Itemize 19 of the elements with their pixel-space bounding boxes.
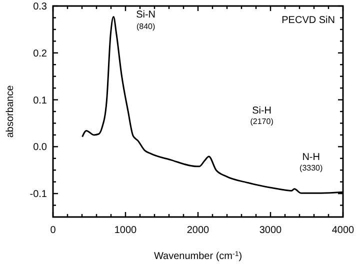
x-tick-label: 4000 bbox=[332, 225, 355, 236]
x-tick-label: 3000 bbox=[259, 225, 282, 236]
x-tick-label: 1000 bbox=[114, 225, 138, 236]
y-tick-label: 0.2 bbox=[33, 48, 48, 60]
annotation: Si-H bbox=[252, 106, 272, 117]
x-tick-label: 0 bbox=[50, 225, 56, 236]
x-axis-title: Wavenumber (cm$^{-1}$) bbox=[154, 250, 242, 262]
y-tick-label: 0.1 bbox=[33, 95, 48, 106]
x-tick-label: 2000 bbox=[186, 225, 210, 236]
text: PECVD SiN bbox=[282, 15, 335, 26]
annotation: (840) bbox=[136, 22, 156, 32]
annotation: (2170) bbox=[250, 117, 274, 126]
y-tick-label: 0.3 bbox=[33, 2, 48, 12]
annotation: Si-N bbox=[136, 10, 156, 21]
y-tick-label: -0.1 bbox=[30, 189, 48, 200]
annotation: (3330) bbox=[300, 164, 323, 173]
y-tick-label: 0.0 bbox=[33, 142, 48, 154]
y-axis-title: absorbance bbox=[5, 84, 16, 138]
annotation: N-H bbox=[302, 152, 320, 164]
